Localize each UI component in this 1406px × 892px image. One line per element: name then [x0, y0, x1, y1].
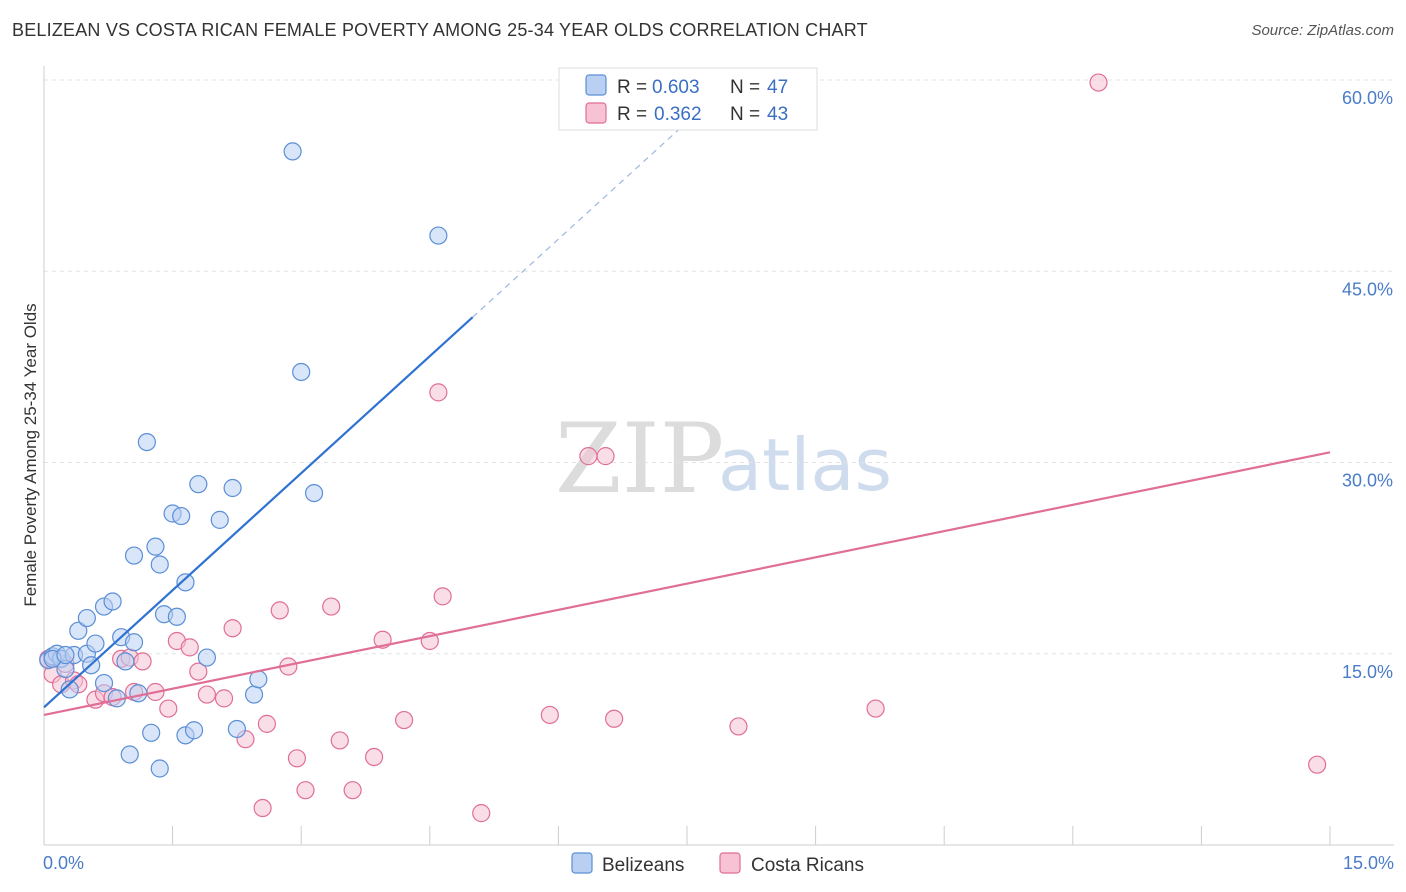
data-point	[60, 680, 79, 699]
data-point	[1308, 755, 1327, 774]
data-point	[69, 621, 88, 640]
legend-r-value-1: 0.603	[652, 77, 700, 98]
data-point	[364, 747, 384, 767]
data-point	[270, 601, 289, 620]
data-point	[223, 619, 242, 638]
data-point	[596, 447, 615, 466]
data-point	[56, 645, 75, 665]
data-point	[129, 684, 148, 703]
source-label: Source: ZipAtlas.com	[1251, 22, 1394, 39]
data-point	[1089, 73, 1108, 92]
data-point	[283, 142, 302, 161]
data-point	[150, 555, 169, 574]
data-point	[94, 673, 114, 693]
data-point	[322, 597, 341, 616]
bottom-legend-belizeans: Belizeans	[602, 855, 684, 876]
data-point	[189, 475, 208, 494]
data-point	[210, 510, 229, 529]
legend-swatch-belizeans	[585, 74, 607, 96]
legend-r-label-1: R =	[617, 77, 647, 98]
data-point	[729, 717, 748, 736]
data-point	[214, 689, 234, 708]
watermark-atlas: atlas	[718, 423, 892, 507]
costa-ricans-trend-line	[43, 451, 1331, 717]
legend-n-label-2: N =	[730, 104, 760, 125]
data-point	[330, 731, 349, 750]
data-point	[176, 573, 195, 592]
data-point	[223, 478, 242, 498]
data-point	[429, 226, 448, 245]
bottom-legend-swatch-costa-ricans	[719, 852, 741, 874]
data-point	[227, 719, 246, 739]
data-point	[197, 685, 216, 704]
data-point	[142, 723, 161, 742]
data-point	[184, 721, 204, 740]
y-tick-label-30: 30.0%	[1342, 471, 1393, 491]
belizeans-points	[39, 142, 448, 778]
data-point	[197, 648, 216, 667]
data-point	[343, 781, 362, 800]
data-point	[287, 749, 307, 768]
data-point	[120, 745, 139, 764]
trend-lines	[43, 82, 1331, 717]
data-point	[433, 587, 452, 606]
data-point	[296, 781, 315, 800]
x-tick-marks	[172, 826, 1331, 845]
data-point	[159, 699, 178, 718]
legend-n-value-1: 47	[767, 77, 788, 98]
data-point	[86, 634, 105, 653]
gridlines	[44, 79, 1394, 655]
data-point	[124, 546, 144, 565]
belizeans-trend-line	[43, 316, 474, 709]
data-point	[180, 638, 199, 657]
legend-swatch-costa-ricans	[585, 102, 607, 124]
bottom-legend-swatch-belizeans	[571, 852, 593, 874]
y-tick-label-60: 60.0%	[1342, 88, 1393, 108]
legend-n-value-2: 43	[767, 104, 788, 125]
data-point	[866, 699, 885, 718]
data-point	[77, 608, 96, 628]
x-tick-label-min: 0.0%	[43, 853, 84, 873]
y-axis-label: Female Poverty Among 25-34 Year Olds	[21, 303, 40, 606]
data-point	[244, 685, 264, 704]
data-point	[189, 662, 208, 681]
data-point	[167, 607, 186, 626]
data-point	[124, 633, 144, 652]
data-point	[472, 804, 491, 823]
y-tick-label-15: 15.0%	[1342, 662, 1393, 682]
data-point	[605, 709, 624, 728]
data-point	[103, 592, 122, 611]
data-point	[304, 484, 324, 503]
correlation-legend: R = 0.603 N = 47 R = 0.362 N = 43	[558, 67, 818, 131]
y-tick-label-45: 45.0%	[1342, 279, 1393, 299]
y-tick-labels: 15.0% 30.0% 45.0% 60.0%	[1342, 88, 1393, 682]
data-point	[146, 537, 165, 556]
chart-title: BELIZEAN VS COSTA RICAN FEMALE POVERTY A…	[12, 20, 868, 40]
data-point	[172, 506, 191, 526]
data-point	[257, 714, 277, 733]
data-point	[116, 652, 135, 671]
legend-r-value-2: 0.362	[654, 104, 702, 125]
series-legend: Belizeans Costa Ricans	[571, 852, 864, 876]
bottom-legend-costa-ricans: Costa Ricans	[751, 855, 864, 876]
data-point	[133, 652, 152, 671]
data-point	[292, 362, 311, 382]
data-point	[540, 705, 559, 725]
data-point	[150, 759, 169, 778]
legend-r-label-2: R =	[617, 104, 647, 125]
data-point	[137, 433, 156, 452]
data-point	[429, 383, 448, 402]
x-tick-label-max: 15.0%	[1343, 853, 1394, 873]
data-point	[253, 798, 272, 818]
data-point	[394, 710, 414, 730]
data-point	[579, 447, 598, 466]
legend-n-label-1: N =	[730, 77, 760, 98]
